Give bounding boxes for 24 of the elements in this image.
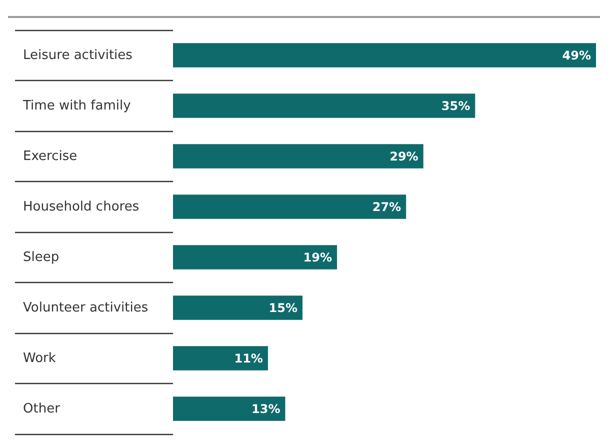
- bar: [173, 43, 596, 68]
- data-label: 19%: [303, 250, 332, 264]
- data-label: 13%: [251, 402, 280, 416]
- y-tick-label: Exercise: [23, 148, 78, 164]
- y-tick-label: Leisure activities: [23, 48, 133, 63]
- data-label: 11%: [234, 351, 263, 366]
- data-label: 27%: [372, 200, 402, 214]
- y-tick-label: Work: [23, 350, 56, 366]
- bar: [173, 346, 268, 370]
- bar: [173, 396, 286, 421]
- bar: [173, 94, 476, 118]
- bar: [173, 296, 302, 320]
- bar: [173, 144, 424, 168]
- y-tick-label: Volunteer activities: [23, 300, 148, 316]
- y-tick-label: Sleep: [23, 250, 60, 265]
- data-label: 15%: [268, 300, 298, 315]
- y-tick-label: Household chores: [23, 199, 140, 214]
- bar: [173, 245, 338, 270]
- y-tick-label: Time with family: [22, 98, 132, 114]
- bar: [173, 194, 406, 219]
- data-label: 35%: [441, 98, 470, 113]
- data-label: 49%: [562, 48, 591, 62]
- data-label: 29%: [390, 149, 418, 164]
- y-tick-label: Other: [23, 401, 61, 416]
